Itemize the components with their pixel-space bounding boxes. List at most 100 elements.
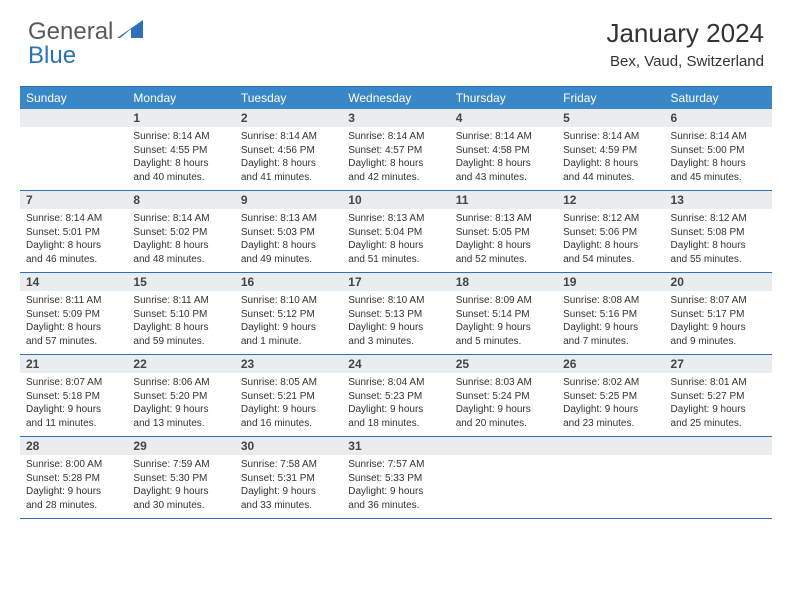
day-info-line: Sunrise: 8:11 AM (26, 294, 121, 308)
calendar-cell (665, 437, 772, 518)
day-info: Sunrise: 8:14 AMSunset: 4:59 PMDaylight:… (557, 127, 664, 190)
day-info-line: Sunset: 5:17 PM (671, 308, 766, 322)
day-info-line: Daylight: 8 hours (456, 157, 551, 171)
day-number: 28 (20, 437, 127, 455)
day-info: Sunrise: 8:14 AMSunset: 4:56 PMDaylight:… (235, 127, 342, 190)
calendar-cell: 30Sunrise: 7:58 AMSunset: 5:31 PMDayligh… (235, 437, 342, 518)
day-info-line: Daylight: 8 hours (241, 157, 336, 171)
calendar-cell: 2Sunrise: 8:14 AMSunset: 4:56 PMDaylight… (235, 109, 342, 190)
day-info-line: Daylight: 9 hours (348, 485, 443, 499)
day-info-line: Sunrise: 8:09 AM (456, 294, 551, 308)
day-number: 9 (235, 191, 342, 209)
day-info: Sunrise: 8:12 AMSunset: 5:08 PMDaylight:… (665, 209, 772, 272)
day-info-line: Sunrise: 8:11 AM (133, 294, 228, 308)
weekday-header: Wednesday (342, 87, 449, 109)
day-info-line: Sunset: 5:23 PM (348, 390, 443, 404)
day-info-line: Sunset: 5:01 PM (26, 226, 121, 240)
day-info-line: and 48 minutes. (133, 253, 228, 267)
day-info-line: Sunrise: 8:06 AM (133, 376, 228, 390)
calendar-cell: 5Sunrise: 8:14 AMSunset: 4:59 PMDaylight… (557, 109, 664, 190)
day-info-line: Sunrise: 8:13 AM (241, 212, 336, 226)
calendar-week-row: 7Sunrise: 8:14 AMSunset: 5:01 PMDaylight… (20, 191, 772, 273)
day-info: Sunrise: 8:08 AMSunset: 5:16 PMDaylight:… (557, 291, 664, 354)
day-info-line: and 36 minutes. (348, 499, 443, 513)
day-info-line: Sunrise: 8:07 AM (671, 294, 766, 308)
day-number: 21 (20, 355, 127, 373)
day-info: Sunrise: 8:13 AMSunset: 5:05 PMDaylight:… (450, 209, 557, 272)
day-info-line: Sunset: 5:21 PM (241, 390, 336, 404)
day-info: Sunrise: 8:03 AMSunset: 5:24 PMDaylight:… (450, 373, 557, 436)
day-info: Sunrise: 8:07 AMSunset: 5:18 PMDaylight:… (20, 373, 127, 436)
day-info-line: Sunset: 5:31 PM (241, 472, 336, 486)
day-info-line: Sunset: 5:33 PM (348, 472, 443, 486)
day-info-line: and 5 minutes. (456, 335, 551, 349)
day-info-line: Daylight: 9 hours (671, 321, 766, 335)
day-info-line: and 3 minutes. (348, 335, 443, 349)
calendar-cell: 3Sunrise: 8:14 AMSunset: 4:57 PMDaylight… (342, 109, 449, 190)
calendar-cell: 21Sunrise: 8:07 AMSunset: 5:18 PMDayligh… (20, 355, 127, 436)
calendar-cell: 22Sunrise: 8:06 AMSunset: 5:20 PMDayligh… (127, 355, 234, 436)
day-info: Sunrise: 8:13 AMSunset: 5:04 PMDaylight:… (342, 209, 449, 272)
day-number: 18 (450, 273, 557, 291)
day-info: Sunrise: 8:14 AMSunset: 5:02 PMDaylight:… (127, 209, 234, 272)
day-info-line: Daylight: 9 hours (456, 403, 551, 417)
day-number: 6 (665, 109, 772, 127)
day-info-line: Daylight: 8 hours (241, 239, 336, 253)
calendar-cell: 20Sunrise: 8:07 AMSunset: 5:17 PMDayligh… (665, 273, 772, 354)
calendar-cell: 27Sunrise: 8:01 AMSunset: 5:27 PMDayligh… (665, 355, 772, 436)
day-info-line: Sunrise: 8:05 AM (241, 376, 336, 390)
day-info-line: Daylight: 8 hours (348, 239, 443, 253)
day-info-line: and 23 minutes. (563, 417, 658, 431)
day-number: 23 (235, 355, 342, 373)
day-info-line: Daylight: 9 hours (133, 403, 228, 417)
day-info: Sunrise: 8:13 AMSunset: 5:03 PMDaylight:… (235, 209, 342, 272)
day-info-line: Sunrise: 8:14 AM (133, 130, 228, 144)
calendar-cell (20, 109, 127, 190)
day-info-line: Sunrise: 7:57 AM (348, 458, 443, 472)
day-number: 1 (127, 109, 234, 127)
day-info: Sunrise: 8:04 AMSunset: 5:23 PMDaylight:… (342, 373, 449, 436)
calendar-cell: 26Sunrise: 8:02 AMSunset: 5:25 PMDayligh… (557, 355, 664, 436)
calendar-week-row: 14Sunrise: 8:11 AMSunset: 5:09 PMDayligh… (20, 273, 772, 355)
calendar-cell: 29Sunrise: 7:59 AMSunset: 5:30 PMDayligh… (127, 437, 234, 518)
day-info-line: Sunrise: 8:14 AM (241, 130, 336, 144)
page-header: General January 2024 Bex, Vaud, Switzerl… (0, 0, 792, 78)
day-info-line: Daylight: 8 hours (133, 321, 228, 335)
day-info-line: Sunrise: 8:14 AM (563, 130, 658, 144)
day-number-empty (20, 109, 127, 127)
day-info-line: Sunset: 5:09 PM (26, 308, 121, 322)
day-info-line: and 18 minutes. (348, 417, 443, 431)
day-info-line: Sunset: 5:04 PM (348, 226, 443, 240)
day-info-line: Daylight: 9 hours (26, 403, 121, 417)
day-info-line: and 30 minutes. (133, 499, 228, 513)
day-info-line: Sunrise: 7:58 AM (241, 458, 336, 472)
day-info: Sunrise: 8:10 AMSunset: 5:12 PMDaylight:… (235, 291, 342, 354)
day-info-line: Daylight: 8 hours (563, 239, 658, 253)
day-number: 22 (127, 355, 234, 373)
day-number: 3 (342, 109, 449, 127)
day-info-line: Sunset: 5:08 PM (671, 226, 766, 240)
day-info-line: Sunset: 5:02 PM (133, 226, 228, 240)
logo-text-blue: Blue (28, 42, 76, 70)
page-title: January 2024 (606, 18, 764, 49)
calendar-cell: 8Sunrise: 8:14 AMSunset: 5:02 PMDaylight… (127, 191, 234, 272)
day-number: 31 (342, 437, 449, 455)
weekday-header: Sunday (20, 87, 127, 109)
day-info-line: Sunset: 5:16 PM (563, 308, 658, 322)
day-info-line: Sunrise: 8:13 AM (456, 212, 551, 226)
calendar-cell: 14Sunrise: 8:11 AMSunset: 5:09 PMDayligh… (20, 273, 127, 354)
day-info: Sunrise: 8:14 AMSunset: 5:01 PMDaylight:… (20, 209, 127, 272)
day-number: 4 (450, 109, 557, 127)
day-info: Sunrise: 8:07 AMSunset: 5:17 PMDaylight:… (665, 291, 772, 354)
day-info-line: Sunset: 5:14 PM (456, 308, 551, 322)
weekday-header: Saturday (665, 87, 772, 109)
day-info-line: Daylight: 8 hours (133, 239, 228, 253)
day-info-line: Daylight: 8 hours (671, 239, 766, 253)
day-info-line: Sunset: 5:18 PM (26, 390, 121, 404)
day-info-line: Sunset: 5:30 PM (133, 472, 228, 486)
day-info-line: and 11 minutes. (26, 417, 121, 431)
day-info-line: Sunrise: 8:13 AM (348, 212, 443, 226)
day-number: 17 (342, 273, 449, 291)
day-info-line: and 25 minutes. (671, 417, 766, 431)
day-info: Sunrise: 8:14 AMSunset: 5:00 PMDaylight:… (665, 127, 772, 190)
